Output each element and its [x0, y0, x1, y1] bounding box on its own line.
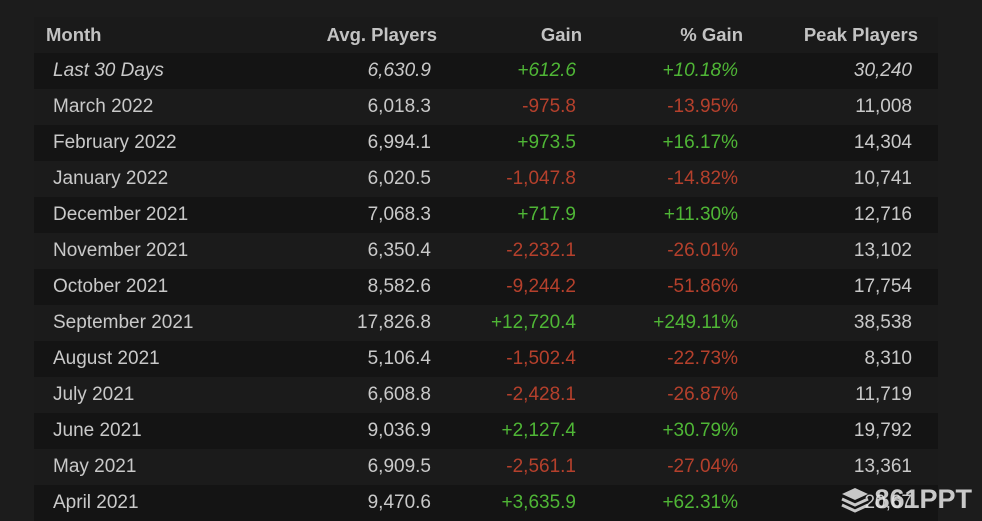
month-cell: February 2022 — [53, 132, 177, 153]
month-cell: September 2021 — [53, 312, 194, 333]
player-stats-table: Month Avg. Players Gain % Gain Peak Play… — [34, 17, 938, 521]
gain-cell: +3,635.9 — [501, 492, 577, 513]
pct-gain-cell: -26.87% — [667, 384, 738, 405]
pct-gain-cell: -22.73% — [667, 348, 738, 369]
month-cell: July 2021 — [53, 384, 135, 405]
gain-cell: +973.5 — [517, 132, 576, 153]
peak-players-cell: 8,310 — [864, 348, 912, 369]
table-header-row: Month Avg. Players Gain % Gain Peak Play… — [34, 17, 938, 53]
pct-gain-cell: +11.30% — [663, 204, 738, 225]
peak-players-cell: 13,361 — [853, 456, 912, 477]
gain-cell: +2,127.4 — [501, 420, 577, 441]
gain-cell: -2,232.1 — [506, 240, 576, 261]
avg-players-cell: 6,608.8 — [367, 384, 431, 405]
avg-players-cell: 9,036.9 — [367, 420, 431, 441]
avg-players-cell: 6,350.4 — [367, 240, 431, 261]
pct-gain-cell: +30.79% — [662, 420, 738, 441]
gain-cell: -975.8 — [522, 96, 576, 117]
gain-cell: -1,502.4 — [506, 348, 576, 369]
peak-players-cell: 13,102 — [853, 240, 912, 261]
avg-players-cell: 8,582.6 — [367, 276, 431, 297]
pct-gain-cell: -14.82% — [667, 168, 738, 189]
pct-gain-cell: +16.17% — [662, 132, 738, 153]
avg-players-cell: 7,068.3 — [367, 204, 431, 225]
avg-players-cell: 6,909.5 — [367, 456, 431, 477]
pct-gain-cell: +249.11% — [653, 312, 738, 333]
table-row: July 2021 6,608.8 -2,428.1 -26.87% 11,719 — [34, 377, 938, 413]
header-pct-gain[interactable]: % Gain — [680, 24, 743, 45]
table-row: June 2021 9,036.9 +2,127.4 +30.79% 19,792 — [34, 413, 938, 449]
gain-cell: -2,561.1 — [506, 456, 576, 477]
header-month[interactable]: Month — [46, 24, 102, 45]
month-cell: April 2021 — [53, 492, 139, 513]
watermark: 861PPT — [840, 484, 972, 515]
table-row: February 2022 6,994.1 +973.5 +16.17% 14,304 — [34, 125, 938, 161]
peak-players-cell: 30,240 — [853, 60, 912, 81]
header-avg-players[interactable]: Avg. Players — [326, 24, 437, 45]
gain-cell: -1,047.8 — [506, 168, 576, 189]
avg-players-cell: 17,826.8 — [357, 312, 431, 333]
month-cell: December 2021 — [53, 204, 189, 225]
avg-players-cell: 9,470.6 — [367, 492, 431, 513]
month-cell: May 2021 — [53, 456, 137, 477]
watermark-text: 861PPT — [874, 484, 972, 514]
avg-players-cell: 5,106.4 — [367, 348, 431, 369]
peak-players-cell: 11,008 — [855, 96, 912, 117]
gain-cell: +612.6 — [517, 60, 576, 81]
peak-players-cell: 20,67 — [864, 492, 912, 513]
avg-players-cell: 6,020.5 — [367, 168, 431, 189]
table-row: March 2022 6,018.3 -975.8 -13.95% 11,008 — [34, 89, 938, 125]
peak-players-cell: 11,719 — [855, 384, 912, 405]
avg-players-cell: 6,018.3 — [367, 96, 431, 117]
table-row: Last 30 Days 6,630.9 +612.6 +10.18% 30,240 — [34, 53, 938, 89]
month-cell: October 2021 — [53, 276, 169, 297]
table-row: August 2021 5,106.4 -1,502.4 -22.73% 8,310 — [34, 341, 938, 377]
table-row: December 2021 7,068.3 +717.9 +11.30% 12,716 — [34, 197, 938, 233]
table-row: October 2021 8,582.6 -9,244.2 -51.86% 17,754 — [34, 269, 938, 305]
month-cell: August 2021 — [53, 348, 160, 369]
table-row: September 2021 17,826.8 +12,720.4 +249.11% 3… — [34, 305, 938, 341]
pct-gain-cell: +62.31% — [662, 492, 738, 513]
peak-players-cell: 12,716 — [853, 204, 912, 225]
pct-gain-cell: -13.95% — [667, 96, 738, 117]
avg-players-cell: 6,630.9 — [367, 60, 431, 81]
peak-players-cell: 14,304 — [853, 132, 912, 153]
month-cell: Last 30 Days — [53, 60, 164, 81]
gain-cell: -9,244.2 — [506, 276, 576, 297]
table-row: April 2021 9,470.6 +3,635.9 +62.31% 20,67 — [34, 485, 938, 521]
avg-players-cell: 6,994.1 — [367, 132, 431, 153]
layers-icon — [840, 486, 870, 514]
table-row: May 2021 6,909.5 -2,561.1 -27.04% 13,361 — [34, 449, 938, 485]
peak-players-cell: 38,538 — [853, 312, 912, 333]
pct-gain-cell: -26.01% — [667, 240, 738, 261]
pct-gain-cell: +10.18% — [662, 60, 738, 81]
month-cell: March 2022 — [53, 96, 154, 117]
table-body: Last 30 Days 6,630.9 +612.6 +10.18% 30,240 Ma… — [34, 53, 938, 521]
header-peak-players[interactable]: Peak Players — [803, 24, 918, 45]
month-cell: January 2022 — [53, 168, 169, 189]
pct-gain-cell: -51.86% — [667, 276, 738, 297]
header-gain[interactable]: Gain — [540, 24, 582, 45]
table-row: January 2022 6,020.5 -1,047.8 -14.82% 10,741 — [34, 161, 938, 197]
peak-players-cell: 10,741 — [853, 168, 912, 189]
gain-cell: -2,428.1 — [506, 384, 576, 405]
peak-players-cell: 19,792 — [853, 420, 912, 441]
pct-gain-cell: -27.04% — [667, 456, 738, 477]
gain-cell: +12,720.4 — [490, 312, 576, 333]
month-cell: June 2021 — [53, 420, 142, 441]
table-row: November 2021 6,350.4 -2,232.1 -26.01% 13,10… — [34, 233, 938, 269]
month-cell: November 2021 — [53, 240, 189, 261]
gain-cell: +717.9 — [517, 204, 576, 225]
peak-players-cell: 17,754 — [853, 276, 912, 297]
